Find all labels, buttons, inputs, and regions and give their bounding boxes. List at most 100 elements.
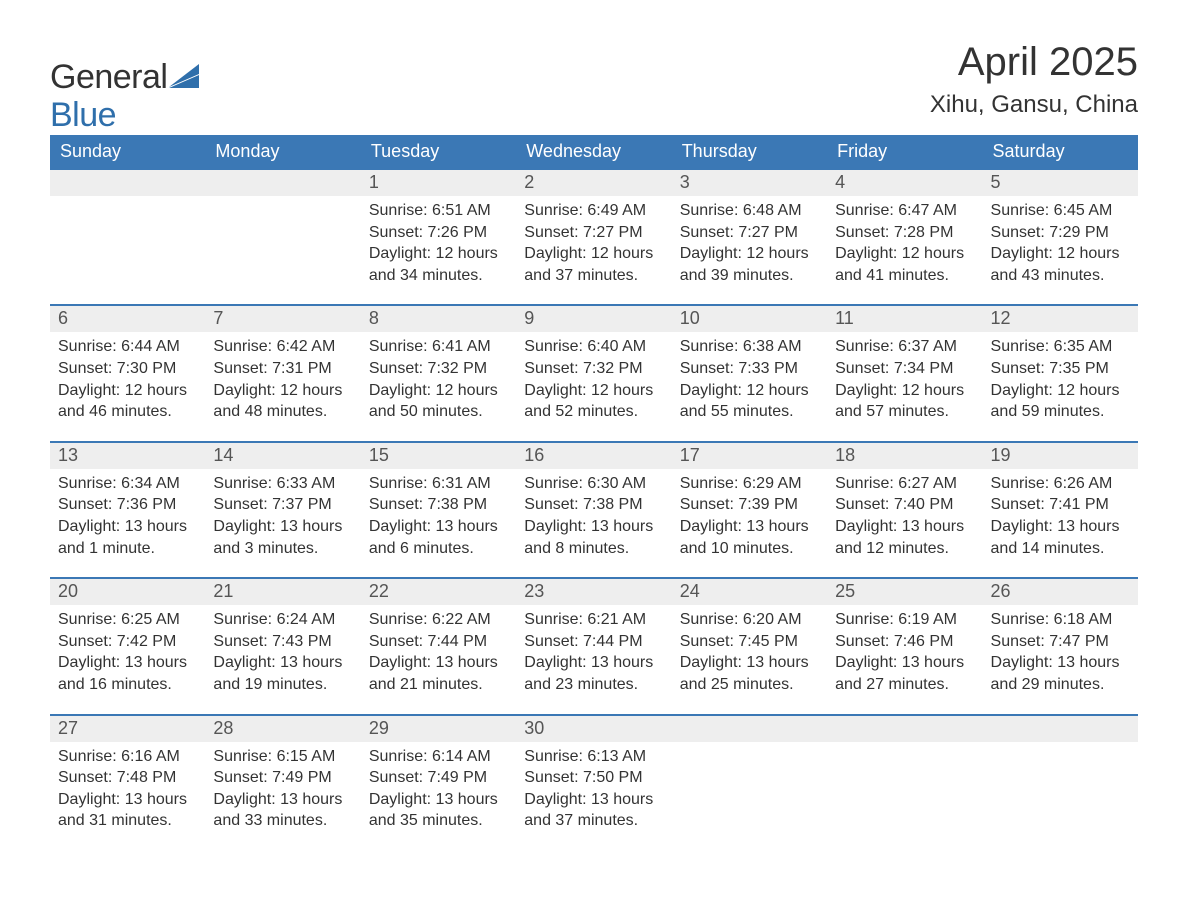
daylight-line: Daylight: 12 hours and 57 minutes.	[835, 380, 974, 423]
daylight-line: Daylight: 13 hours and 16 minutes.	[58, 652, 197, 695]
day-cell: 3Sunrise: 6:48 AMSunset: 7:27 PMDaylight…	[672, 170, 827, 286]
day-cell: 15Sunrise: 6:31 AMSunset: 7:38 PMDayligh…	[361, 443, 516, 559]
sunrise-line: Sunrise: 6:45 AM	[991, 200, 1130, 222]
day-body: Sunrise: 6:38 AMSunset: 7:33 PMDaylight:…	[672, 332, 827, 422]
daylight-line: Daylight: 13 hours and 3 minutes.	[213, 516, 352, 559]
daylight-line: Daylight: 12 hours and 59 minutes.	[991, 380, 1130, 423]
day-number: 16	[516, 443, 671, 469]
day-number: 21	[205, 579, 360, 605]
day-number: 19	[983, 443, 1138, 469]
day-number: 17	[672, 443, 827, 469]
day-cell: 16Sunrise: 6:30 AMSunset: 7:38 PMDayligh…	[516, 443, 671, 559]
logo: General	[50, 58, 203, 97]
week-row: 6Sunrise: 6:44 AMSunset: 7:30 PMDaylight…	[50, 304, 1138, 422]
daylight-line: Daylight: 12 hours and 55 minutes.	[680, 380, 819, 423]
day-body	[827, 742, 982, 832]
day-body: Sunrise: 6:49 AMSunset: 7:27 PMDaylight:…	[516, 196, 671, 286]
day-cell	[983, 716, 1138, 832]
calendar: Sunday Monday Tuesday Wednesday Thursday…	[50, 135, 1138, 832]
day-body: Sunrise: 6:22 AMSunset: 7:44 PMDaylight:…	[361, 605, 516, 695]
day-number	[983, 716, 1138, 742]
dow-sunday: Sunday	[50, 135, 205, 170]
sunrise-line: Sunrise: 6:14 AM	[369, 746, 508, 768]
day-cell: 22Sunrise: 6:22 AMSunset: 7:44 PMDayligh…	[361, 579, 516, 695]
day-number: 12	[983, 306, 1138, 332]
daylight-line: Daylight: 13 hours and 33 minutes.	[213, 789, 352, 832]
day-cell: 21Sunrise: 6:24 AMSunset: 7:43 PMDayligh…	[205, 579, 360, 695]
sunset-line: Sunset: 7:40 PM	[835, 494, 974, 516]
day-body: Sunrise: 6:44 AMSunset: 7:30 PMDaylight:…	[50, 332, 205, 422]
logo-text-general: General	[50, 58, 167, 97]
day-body	[50, 196, 205, 286]
sunset-line: Sunset: 7:36 PM	[58, 494, 197, 516]
sunrise-line: Sunrise: 6:51 AM	[369, 200, 508, 222]
sunset-line: Sunset: 7:38 PM	[524, 494, 663, 516]
day-body: Sunrise: 6:41 AMSunset: 7:32 PMDaylight:…	[361, 332, 516, 422]
page-header: General Blue April 2025 Xihu, Gansu, Chi…	[50, 40, 1138, 119]
day-cell: 28Sunrise: 6:15 AMSunset: 7:49 PMDayligh…	[205, 716, 360, 832]
day-cell: 19Sunrise: 6:26 AMSunset: 7:41 PMDayligh…	[983, 443, 1138, 559]
sunrise-line: Sunrise: 6:42 AM	[213, 336, 352, 358]
day-number: 2	[516, 170, 671, 196]
day-cell: 2Sunrise: 6:49 AMSunset: 7:27 PMDaylight…	[516, 170, 671, 286]
sunset-line: Sunset: 7:31 PM	[213, 358, 352, 380]
daylight-line: Daylight: 13 hours and 21 minutes.	[369, 652, 508, 695]
day-number: 28	[205, 716, 360, 742]
day-body: Sunrise: 6:14 AMSunset: 7:49 PMDaylight:…	[361, 742, 516, 832]
sunrise-line: Sunrise: 6:22 AM	[369, 609, 508, 631]
daylight-line: Daylight: 12 hours and 50 minutes.	[369, 380, 508, 423]
day-number: 3	[672, 170, 827, 196]
day-cell: 29Sunrise: 6:14 AMSunset: 7:49 PMDayligh…	[361, 716, 516, 832]
day-body: Sunrise: 6:40 AMSunset: 7:32 PMDaylight:…	[516, 332, 671, 422]
sunrise-line: Sunrise: 6:35 AM	[991, 336, 1130, 358]
day-body: Sunrise: 6:13 AMSunset: 7:50 PMDaylight:…	[516, 742, 671, 832]
day-number: 8	[361, 306, 516, 332]
day-body: Sunrise: 6:26 AMSunset: 7:41 PMDaylight:…	[983, 469, 1138, 559]
sunrise-line: Sunrise: 6:19 AM	[835, 609, 974, 631]
sunset-line: Sunset: 7:38 PM	[369, 494, 508, 516]
day-number: 20	[50, 579, 205, 605]
sunrise-line: Sunrise: 6:20 AM	[680, 609, 819, 631]
sunset-line: Sunset: 7:45 PM	[680, 631, 819, 653]
sunrise-line: Sunrise: 6:41 AM	[369, 336, 508, 358]
sunrise-line: Sunrise: 6:29 AM	[680, 473, 819, 495]
dow-saturday: Saturday	[983, 135, 1138, 170]
day-body: Sunrise: 6:51 AMSunset: 7:26 PMDaylight:…	[361, 196, 516, 286]
daylight-line: Daylight: 12 hours and 41 minutes.	[835, 243, 974, 286]
day-number: 23	[516, 579, 671, 605]
day-number: 29	[361, 716, 516, 742]
day-cell: 13Sunrise: 6:34 AMSunset: 7:36 PMDayligh…	[50, 443, 205, 559]
day-cell	[50, 170, 205, 286]
sunset-line: Sunset: 7:27 PM	[680, 222, 819, 244]
day-body: Sunrise: 6:20 AMSunset: 7:45 PMDaylight:…	[672, 605, 827, 695]
sunset-line: Sunset: 7:43 PM	[213, 631, 352, 653]
day-body: Sunrise: 6:35 AMSunset: 7:35 PMDaylight:…	[983, 332, 1138, 422]
day-body: Sunrise: 6:19 AMSunset: 7:46 PMDaylight:…	[827, 605, 982, 695]
sunrise-line: Sunrise: 6:40 AM	[524, 336, 663, 358]
day-number: 10	[672, 306, 827, 332]
day-cell: 11Sunrise: 6:37 AMSunset: 7:34 PMDayligh…	[827, 306, 982, 422]
day-cell	[205, 170, 360, 286]
dow-friday: Friday	[827, 135, 982, 170]
daylight-line: Daylight: 13 hours and 27 minutes.	[835, 652, 974, 695]
daylight-line: Daylight: 13 hours and 8 minutes.	[524, 516, 663, 559]
sunrise-line: Sunrise: 6:44 AM	[58, 336, 197, 358]
sunset-line: Sunset: 7:50 PM	[524, 767, 663, 789]
daylight-line: Daylight: 13 hours and 35 minutes.	[369, 789, 508, 832]
sunrise-line: Sunrise: 6:31 AM	[369, 473, 508, 495]
day-cell: 1Sunrise: 6:51 AMSunset: 7:26 PMDaylight…	[361, 170, 516, 286]
day-cell: 10Sunrise: 6:38 AMSunset: 7:33 PMDayligh…	[672, 306, 827, 422]
day-number: 9	[516, 306, 671, 332]
sunset-line: Sunset: 7:27 PM	[524, 222, 663, 244]
sunrise-line: Sunrise: 6:26 AM	[991, 473, 1130, 495]
sunset-line: Sunset: 7:34 PM	[835, 358, 974, 380]
day-number: 24	[672, 579, 827, 605]
day-cell: 23Sunrise: 6:21 AMSunset: 7:44 PMDayligh…	[516, 579, 671, 695]
week-row: 27Sunrise: 6:16 AMSunset: 7:48 PMDayligh…	[50, 714, 1138, 832]
sunrise-line: Sunrise: 6:49 AM	[524, 200, 663, 222]
day-body	[672, 742, 827, 832]
daylight-line: Daylight: 13 hours and 19 minutes.	[213, 652, 352, 695]
day-body: Sunrise: 6:47 AMSunset: 7:28 PMDaylight:…	[827, 196, 982, 286]
dow-wednesday: Wednesday	[516, 135, 671, 170]
day-number: 27	[50, 716, 205, 742]
